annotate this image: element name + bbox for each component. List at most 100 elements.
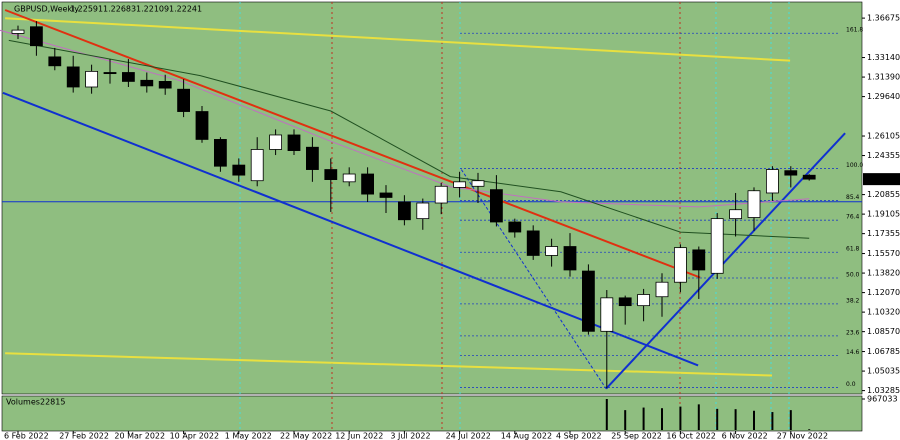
- y-tick-label: 1.33140: [867, 53, 900, 62]
- trend-line: [460, 169, 607, 389]
- candle-body: [563, 246, 577, 271]
- y-tick-label: 1.13820: [867, 269, 900, 278]
- y-tick-label: 1.29640: [867, 92, 900, 101]
- fib-label: 50.0: [846, 271, 860, 278]
- candle-body: [122, 72, 135, 82]
- candle-body: [11, 29, 25, 34]
- candle-body: [250, 149, 264, 182]
- y-tick-label: 1.15570: [867, 249, 900, 258]
- candle-body: [269, 134, 283, 150]
- x-tick-label: 22 May 2022: [280, 432, 332, 440]
- candle-body: [766, 169, 779, 194]
- candle-body: [545, 246, 558, 256]
- x-tick-label: 1 May 2022: [225, 432, 272, 440]
- trend-line: [5, 17, 791, 62]
- trend-line: [8, 39, 810, 239]
- candle-body: [29, 26, 43, 47]
- price-label-box: [863, 173, 900, 186]
- candle-body: [140, 79, 154, 87]
- y-tick-label: 1.05035: [867, 367, 900, 376]
- candle-body: [48, 56, 62, 67]
- y-tick-label: 1.36675: [867, 14, 900, 23]
- current-price: 1.22241: [866, 175, 899, 184]
- y-tick-label: 1.06785: [867, 347, 900, 356]
- trend-line: [0, 29, 810, 208]
- candle-body: [379, 192, 393, 198]
- fib-label: 100.0: [846, 162, 863, 169]
- separators: [239, 2, 790, 431]
- candle-body: [655, 281, 669, 298]
- candle-body: [526, 230, 540, 256]
- y-tick-label: 1.24355: [867, 151, 900, 160]
- x-tick-label: 6 Nov 2022: [722, 432, 768, 440]
- x-tick-label: 14 Aug 2022: [501, 432, 552, 440]
- candle-body: [453, 181, 467, 188]
- candle-body: [305, 146, 319, 170]
- candle-body: [324, 169, 338, 180]
- candle-body: [213, 139, 227, 167]
- candle-body: [434, 185, 448, 204]
- y-tick-label: 1.26105: [867, 132, 900, 141]
- y-tick-label: 1.12070: [867, 288, 900, 297]
- candle-body: [600, 297, 614, 332]
- price-panel: [1, 1, 863, 395]
- candle-body: [729, 209, 742, 220]
- candle-body: [692, 249, 706, 271]
- candle-body: [582, 270, 595, 332]
- fib-label: 85.4: [846, 194, 860, 201]
- volume-panel: [1, 395, 863, 432]
- x-tick-label: 4 Sep 2022: [556, 432, 602, 440]
- x-tick-label: 16 Oct 2022: [666, 432, 715, 440]
- header-value: 1.22109: [136, 5, 169, 14]
- candle-body: [489, 189, 503, 223]
- x-tick-label: 27 Nov 2022: [777, 432, 828, 440]
- candle-body: [471, 180, 485, 187]
- candle-body: [287, 134, 301, 151]
- candle-body: [66, 66, 80, 88]
- candle-body: [361, 173, 375, 195]
- fib-label: 0.0: [846, 381, 856, 388]
- candle-body: [508, 221, 522, 233]
- candle-body: [232, 164, 246, 176]
- candle-body: [747, 190, 761, 218]
- trend-line: [5, 352, 773, 377]
- candle-body: [177, 88, 191, 112]
- candle-body: [397, 201, 411, 221]
- x-tick-label: 12 Jun 2022: [335, 432, 383, 440]
- header-value: 1.22241: [169, 5, 202, 14]
- fib-label: 61.8: [846, 246, 860, 253]
- candle-body: [85, 70, 98, 88]
- candle-body: [618, 297, 632, 307]
- y-tick-label: 1.19105: [867, 210, 900, 219]
- fib-label: 38.2: [846, 297, 860, 304]
- candle-body: [637, 294, 650, 307]
- candle-body: [802, 174, 816, 180]
- trend-line: [4, 9, 701, 279]
- candle-body: [342, 173, 356, 183]
- candle-body: [784, 170, 798, 176]
- fib-label: 14.6: [846, 349, 860, 356]
- candle-body: [158, 81, 172, 89]
- y-tick-label: 1.10320: [867, 308, 900, 317]
- x-tick-label: 6 Feb 2022: [4, 432, 49, 440]
- candle-body: [195, 111, 209, 140]
- y-tick-label: 1.31390: [867, 73, 900, 82]
- candle-body: [416, 202, 430, 220]
- x-tick-label: 27 Feb 2022: [59, 432, 109, 440]
- volume-value: 22815: [40, 398, 65, 407]
- y-tick-label: 1.17355: [867, 229, 900, 238]
- header-value: 1.22591: [70, 5, 103, 14]
- candle-body: [674, 247, 687, 283]
- volume-title: Volumes: [6, 398, 40, 407]
- x-tick-label: 24 Jul 2022: [446, 432, 491, 440]
- volume-tick-label: 967033: [867, 395, 898, 404]
- x-tick-label: 25 Sep 2022: [611, 432, 662, 440]
- y-tick-label: 1.08570: [867, 327, 900, 336]
- chart-title: GBPUSD,Weekly: [14, 5, 79, 14]
- header-value: 1.22683: [103, 5, 136, 14]
- y-tick-label: 1.20855: [867, 190, 900, 199]
- candle-body: [710, 218, 724, 274]
- fib-label: 76.4: [846, 214, 860, 221]
